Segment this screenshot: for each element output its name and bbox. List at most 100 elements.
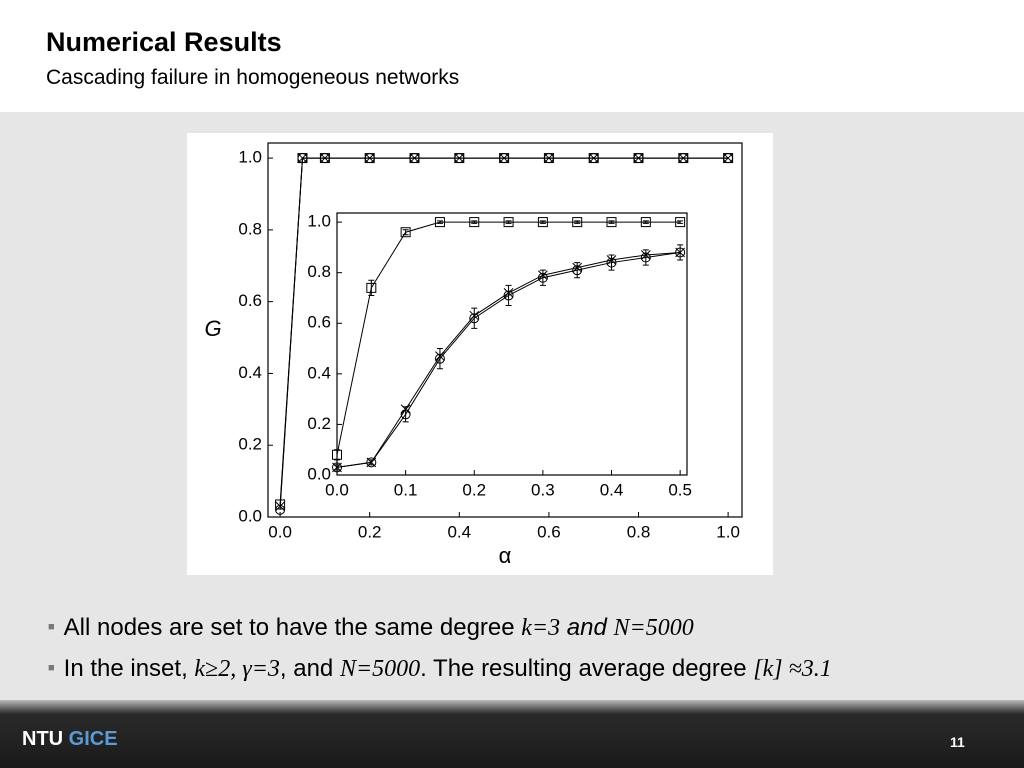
error-bar	[402, 229, 409, 236]
marker	[723, 153, 733, 163]
text: and	[560, 614, 614, 641]
marker	[537, 217, 548, 228]
text: , and	[279, 655, 340, 682]
x-tick-label: 0.0	[325, 480, 349, 499]
x-tick-label: 0.1	[394, 480, 418, 499]
marker	[675, 247, 685, 258]
marker	[332, 462, 342, 473]
x-tick-label: 0.2	[358, 522, 382, 541]
marker	[469, 310, 480, 321]
logo-text: NTU	[22, 728, 64, 750]
text: In the inset,	[63, 655, 195, 682]
marker	[332, 449, 342, 460]
x-axis-label: α	[499, 543, 512, 568]
math: N=5000	[339, 656, 421, 682]
marker	[275, 501, 285, 512]
subtitle: Cascading failure in homogeneous network…	[46, 66, 460, 89]
marker	[366, 457, 377, 468]
math: N=5000	[613, 615, 694, 641]
y-tick-label: 0.6	[307, 313, 331, 332]
series-line	[279, 157, 729, 507]
marker	[678, 153, 689, 163]
marker	[454, 153, 465, 163]
marker	[572, 262, 583, 273]
logo: NTU GICE	[22, 728, 118, 751]
y-tick-label: 0.8	[238, 219, 262, 238]
logo-text: GICE	[68, 728, 118, 750]
marker	[544, 153, 554, 163]
marker	[588, 153, 599, 163]
marker	[572, 265, 583, 276]
error-bar	[334, 449, 340, 461]
marker	[640, 217, 651, 228]
marker	[469, 313, 480, 324]
y-tick-label: 0.4	[307, 363, 331, 382]
marker	[675, 217, 686, 228]
plot-area	[336, 212, 688, 476]
marker	[469, 217, 480, 228]
marker	[434, 217, 445, 228]
x-tick-label: 0.0	[268, 522, 292, 541]
marker	[633, 153, 644, 163]
marker	[435, 351, 445, 361]
title: Numerical Results	[46, 27, 282, 57]
marker	[572, 217, 583, 228]
error-bar	[505, 284, 512, 307]
marker	[400, 227, 411, 238]
y-axis-label: G	[204, 316, 221, 341]
error-bar	[539, 220, 546, 224]
marker	[364, 153, 375, 163]
x-tick-label: 0.3	[531, 480, 555, 499]
marker	[409, 153, 420, 163]
y-tick-label: 0.4	[238, 363, 262, 382]
error-bar	[436, 220, 443, 224]
marker	[606, 217, 617, 228]
marker	[297, 153, 308, 163]
marker	[606, 257, 617, 268]
x-tick-label: 0.4	[447, 522, 471, 541]
marker	[366, 457, 377, 468]
marker	[400, 404, 411, 415]
x-tick-label: 0.8	[627, 522, 651, 541]
bullet: In the inset, k≥2, γ=3, and N=5000. The …	[48, 655, 832, 696]
footer: NTU GICE 11	[0, 700, 1024, 768]
error-bar	[608, 220, 615, 224]
y-tick-label: 0.2	[307, 414, 331, 433]
y-tick-label: 1.0	[307, 212, 331, 231]
marker	[332, 462, 342, 473]
x-tick-label: 0.2	[462, 480, 486, 499]
y-tick-label: 0.8	[307, 262, 331, 281]
marker	[503, 288, 514, 298]
math: [k] ≈3.1	[753, 656, 832, 682]
y-tick-label: 0.0	[238, 506, 262, 525]
marker	[366, 282, 377, 293]
marker	[499, 153, 509, 163]
error-bar	[608, 254, 615, 271]
error-bar	[677, 220, 684, 224]
x-tick-label: 0.6	[537, 522, 561, 541]
error-bar	[539, 269, 546, 286]
page-number: 11	[950, 734, 965, 750]
error-bar	[574, 262, 581, 279]
error-bar	[574, 220, 581, 224]
math: k≥2, γ=3	[194, 656, 280, 682]
y-tick-label: 1.0	[238, 148, 262, 167]
error-bar	[471, 307, 478, 329]
bullet: All nodes are set to have the same degre…	[48, 614, 832, 655]
marker	[640, 250, 651, 260]
marker	[320, 153, 330, 163]
y-tick-label: 0.0	[307, 464, 331, 483]
error-bar	[642, 220, 649, 224]
header: Numerical Results Cascading failure in h…	[0, 0, 1024, 112]
error-bar	[505, 220, 512, 224]
figure: 0.0 0.2 0.4 0.6 0.8 1.0 0.0 0.2 0.4 0.6 0.8 1.0 α G 0.…	[187, 133, 773, 575]
y-tick-label: 0.2	[238, 435, 262, 454]
bullet-list: All nodes are set to have the same degre…	[48, 614, 832, 696]
marker	[606, 255, 617, 265]
marker	[538, 270, 548, 281]
error-bar	[471, 220, 478, 224]
error-bar	[436, 348, 443, 370]
x-tick-label: 1.0	[716, 522, 740, 541]
y-tick-label: 0.6	[238, 291, 262, 310]
